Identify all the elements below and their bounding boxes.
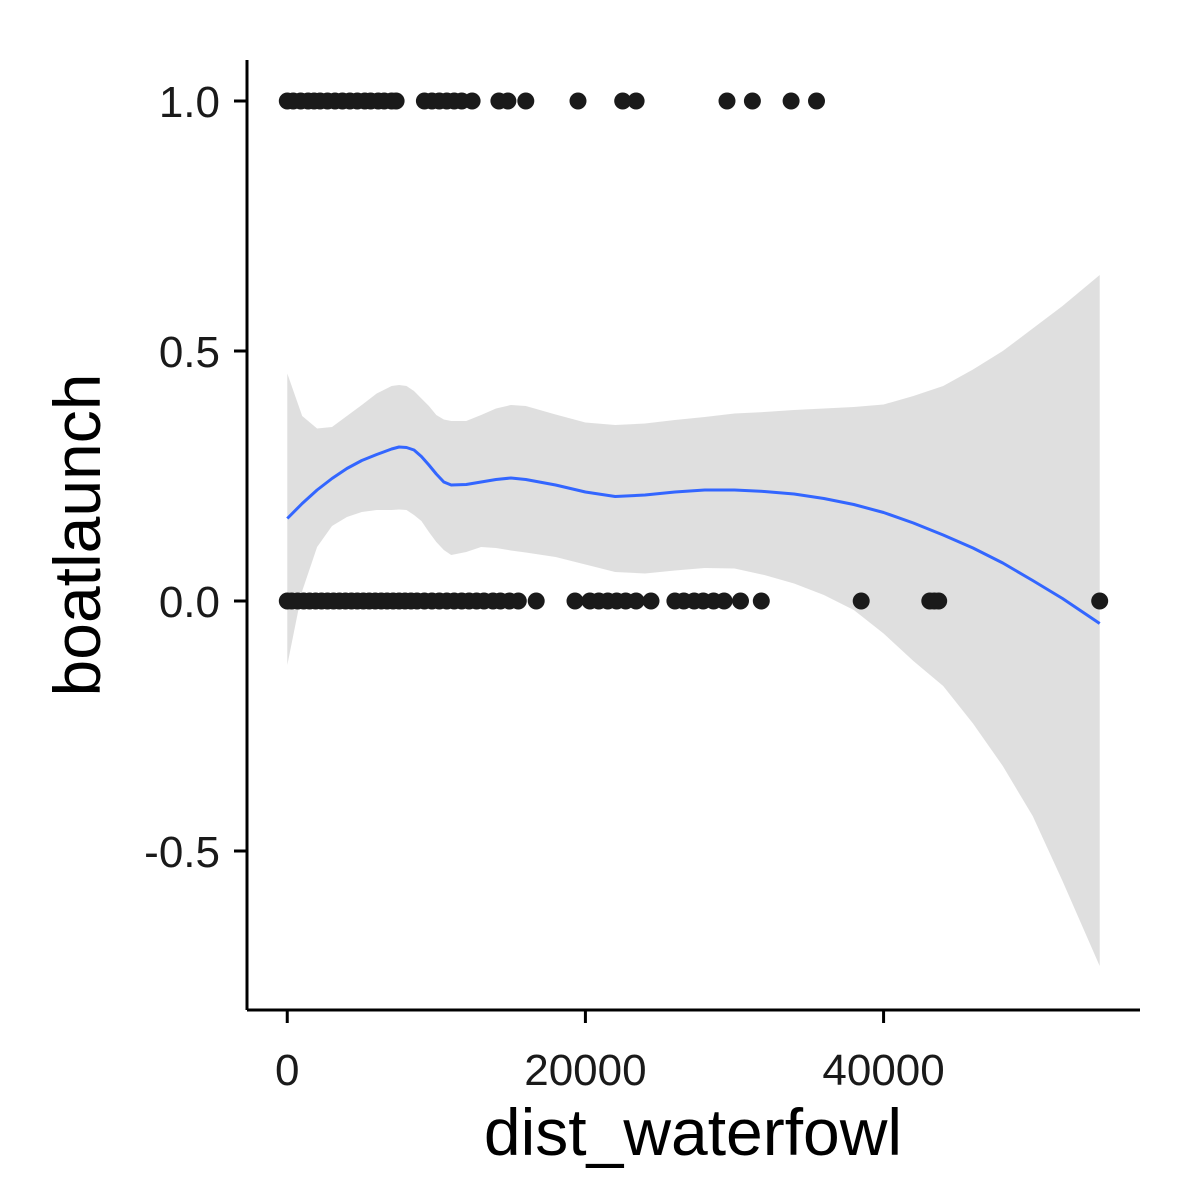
- data-point: [752, 592, 770, 610]
- data-point: [715, 592, 733, 610]
- data-point: [463, 92, 481, 110]
- data-point: [930, 592, 948, 610]
- data-point: [614, 92, 632, 110]
- smooth-line: [286, 445, 1101, 625]
- data-point: [517, 92, 535, 110]
- data-point: [852, 592, 870, 610]
- data-point: [527, 592, 545, 610]
- data-point: [566, 592, 584, 610]
- data-point: [627, 92, 645, 110]
- data-point: [808, 92, 825, 110]
- ticks: -0.5 0.0 0.5 1.0 0 20000 40000: [144, 78, 945, 1095]
- confidence-band: [287, 275, 1100, 966]
- x-axis-title: dist_waterfowl: [484, 1095, 902, 1169]
- y-axis-title: boatlaunch: [40, 374, 114, 697]
- data-point: [627, 592, 645, 610]
- data-point: [499, 92, 517, 110]
- data-point: [718, 92, 736, 110]
- x-tick-label: 0: [275, 1046, 299, 1095]
- x-tick-label: 40000: [822, 1046, 944, 1095]
- confidence-band-layer: [287, 275, 1100, 966]
- data-point: [743, 92, 761, 110]
- data-point: [732, 592, 749, 610]
- points-layer: [278, 92, 1109, 610]
- data-point: [1091, 592, 1109, 610]
- data-point: [782, 92, 800, 110]
- data-point: [387, 92, 405, 110]
- y-tick-label: 0.0: [159, 578, 220, 627]
- data-point: [642, 592, 660, 610]
- x-tick-label: 20000: [524, 1046, 646, 1095]
- data-point: [509, 592, 527, 610]
- y-tick-label: 1.0: [159, 78, 220, 127]
- y-tick-label: -0.5: [144, 828, 220, 877]
- data-point: [569, 92, 587, 110]
- smooth-line-layer: [286, 445, 1101, 625]
- y-tick-label: 0.5: [159, 328, 220, 377]
